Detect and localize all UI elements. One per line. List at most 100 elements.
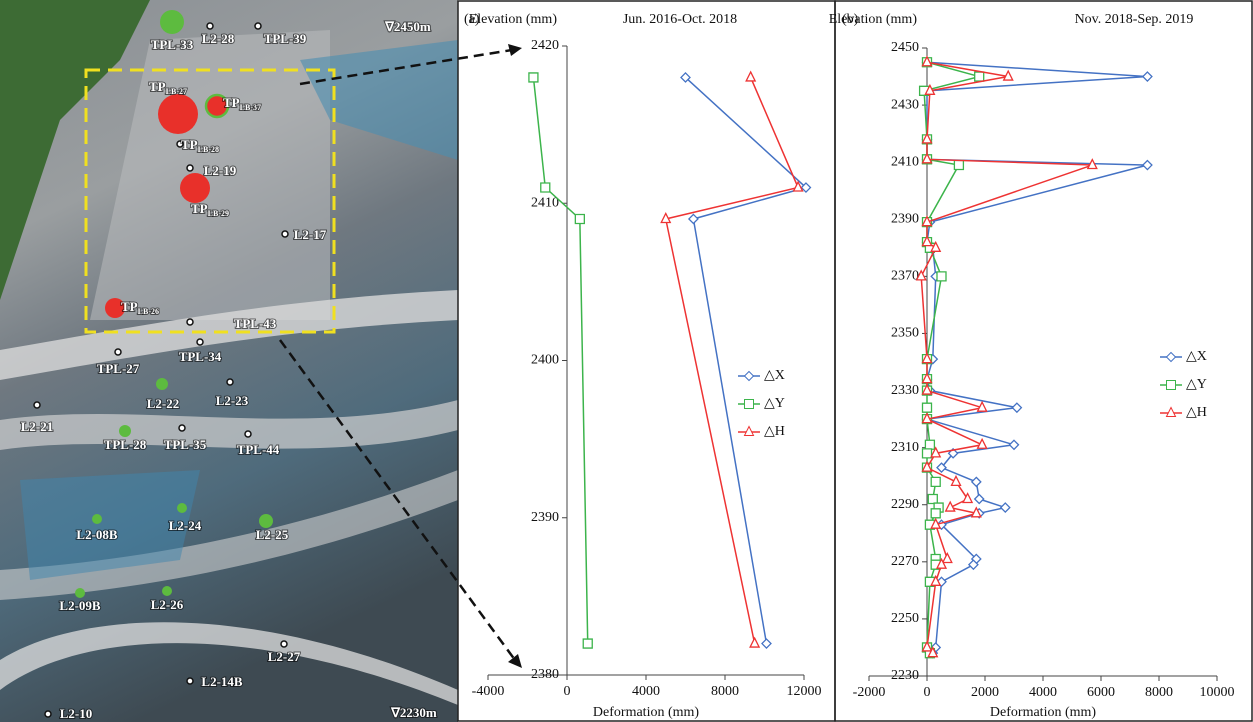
point-label: TPL-34 (179, 349, 222, 364)
data-point (1010, 440, 1019, 449)
data-point (1143, 72, 1152, 81)
label-text: L2-25 (256, 527, 289, 542)
survey-point (207, 23, 213, 29)
label-text: TPL-39 (264, 31, 307, 46)
x-tick-label: 10000 (1200, 685, 1235, 700)
survey-point (180, 173, 210, 203)
y-tick-label: 2420 (531, 38, 559, 53)
survey-point (119, 425, 131, 437)
x-tick-label: 12000 (787, 684, 822, 699)
data-point (762, 639, 771, 648)
point-label: TPL-43 (234, 316, 277, 331)
data-point (928, 495, 937, 504)
label-text: TPL-35 (164, 437, 207, 452)
data-point (541, 183, 550, 192)
data-point (689, 214, 698, 223)
label-text: L2-26 (151, 597, 184, 612)
label-text: L2-09B (59, 598, 101, 613)
label-text: L2-14B (201, 674, 243, 689)
point-label: L2-26 (151, 597, 184, 612)
label-text: TP (149, 79, 166, 94)
survey-point (255, 23, 261, 29)
label-text: TPL-34 (179, 349, 222, 364)
label-text: L2-21 (21, 419, 54, 434)
arrow-head (508, 44, 522, 56)
legend-label: △H (764, 424, 785, 439)
data-point (1143, 161, 1152, 170)
point-label: TPL-39 (264, 31, 307, 46)
data-point (575, 214, 584, 223)
label-subscript: LB-37 (240, 103, 261, 112)
x-tick-label: 2000 (971, 685, 999, 700)
x-tick-label: 8000 (711, 684, 739, 699)
point-label: TPL-33 (151, 37, 194, 52)
survey-point (162, 586, 172, 596)
point-label: L2-22 (147, 396, 180, 411)
legend-label: △Y (1186, 377, 1207, 392)
point-label: L2-19 (204, 163, 237, 178)
point-label: L2-08B (76, 527, 118, 542)
x-tick-label: 0 (924, 685, 931, 700)
label-text: L2-23 (216, 393, 249, 408)
label-text: ∇2450m (384, 19, 431, 34)
point-label: L2-09B (59, 598, 101, 613)
y-tick-label: 2380 (531, 667, 559, 682)
y-tick-label: 2330 (891, 383, 919, 398)
y-tick-label: 2390 (531, 510, 559, 525)
label-subscript: LB-27 (166, 87, 187, 96)
x-tick-label: 0 (564, 684, 571, 699)
series-line (921, 62, 1092, 653)
survey-point (92, 514, 102, 524)
point-label: L2-23 (216, 393, 249, 408)
legend-marker (745, 427, 754, 436)
y-tick-label: 2450 (891, 40, 919, 55)
y-tick-label: 2230 (891, 668, 919, 683)
survey-point (281, 641, 287, 647)
point-label: TPL-35 (164, 437, 207, 452)
data-point (931, 477, 940, 486)
label-text: TPL-27 (97, 361, 140, 376)
label-text: TPL-33 (151, 37, 194, 52)
x-tick-label: 4000 (632, 684, 660, 699)
y-tick-label: 2370 (891, 269, 919, 284)
label-text: L2-24 (169, 518, 202, 533)
survey-point (160, 10, 184, 34)
point-label: L2-21 (21, 419, 54, 434)
label-subscript: LB-28 (198, 145, 219, 154)
data-point (923, 403, 932, 412)
legend-marker (745, 400, 754, 409)
label-text: L2-10 (60, 706, 93, 721)
legend-label: △Y (764, 396, 785, 411)
survey-point (245, 431, 251, 437)
survey-point (75, 588, 85, 598)
y-tick-label: 2430 (891, 97, 919, 112)
point-label: TPL-27 (97, 361, 140, 376)
data-point (746, 72, 755, 81)
survey-point (45, 711, 51, 717)
point-label: L2-28 (202, 31, 235, 46)
survey-point (259, 514, 273, 528)
survey-point (158, 94, 198, 134)
y-tick-label: 2410 (891, 154, 919, 169)
x-axis-label: Deformation (mm) (593, 705, 699, 720)
survey-point (227, 379, 233, 385)
point-label: TPL-28 (104, 437, 147, 452)
legend-label: △H (1186, 405, 1207, 420)
chart: (b)Nov. 2018-Sep. 2019Elevation (mm)Defo… (829, 12, 1235, 720)
point-label: L2-14B (201, 674, 243, 689)
data-point (937, 272, 946, 281)
y-tick-label: 2390 (891, 211, 919, 226)
y-axis-label: Elevation (mm) (469, 12, 558, 27)
label-text: L2-19 (204, 163, 237, 178)
label-subscript: LB-26 (138, 307, 159, 316)
survey-point (187, 319, 193, 325)
y-tick-label: 2310 (891, 440, 919, 455)
legend-label: △X (1186, 349, 1207, 364)
data-point (975, 495, 984, 504)
survey-point (115, 349, 121, 355)
label-text: TPL-28 (104, 437, 147, 452)
label-text: TP (121, 299, 138, 314)
legend-marker (745, 372, 754, 381)
point-label: L2-25 (256, 527, 289, 542)
